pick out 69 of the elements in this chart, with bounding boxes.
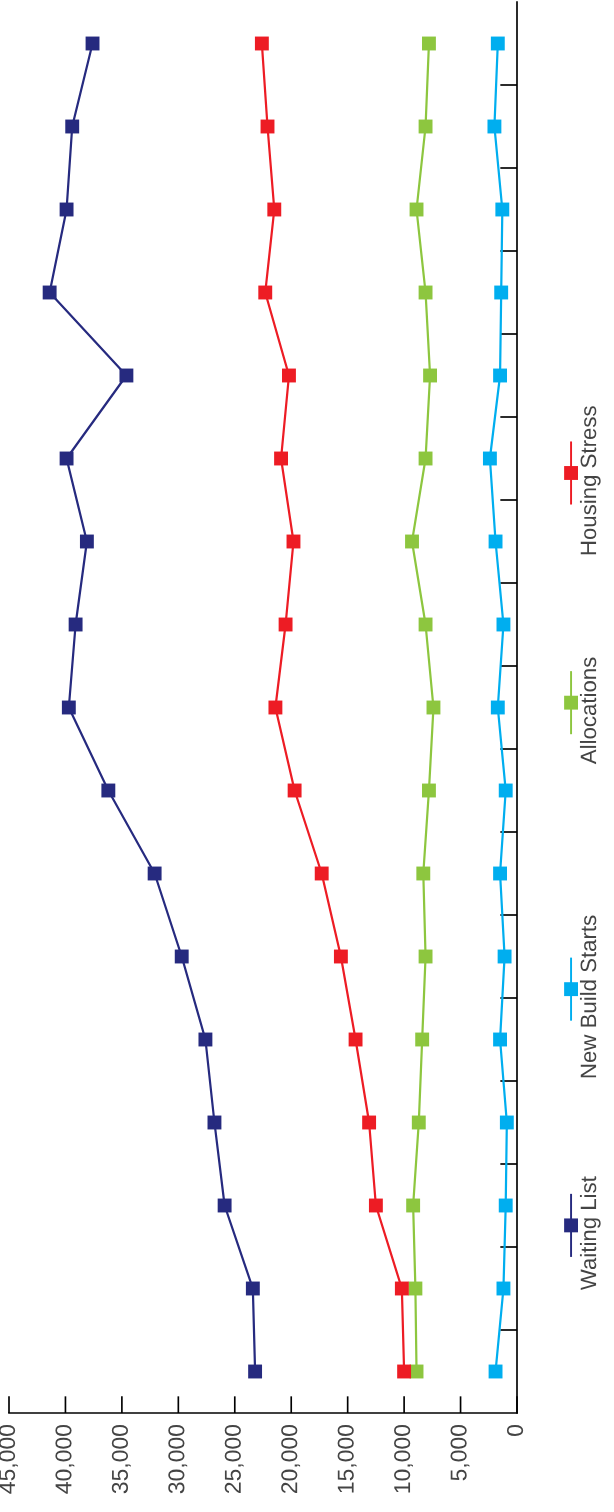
point: [498, 1198, 513, 1213]
point: [61, 700, 76, 715]
point: [198, 1032, 213, 1047]
point: [415, 1032, 430, 1047]
x-tick-label: 20,000: [281, 1425, 301, 1494]
point: [406, 1198, 421, 1213]
point: [348, 1032, 363, 1047]
point: [274, 451, 289, 466]
point: [59, 451, 74, 466]
point: [394, 1281, 409, 1296]
point: [42, 285, 57, 300]
point: [493, 1032, 508, 1047]
x-tick-label: 5,000: [450, 1425, 470, 1481]
x-tick-label: 25,000: [224, 1425, 244, 1494]
point: [147, 866, 162, 881]
point: [287, 783, 302, 798]
point: [282, 368, 296, 383]
point: [119, 368, 134, 383]
point: [494, 285, 509, 300]
point: [418, 285, 433, 300]
point: [68, 617, 83, 632]
point: [493, 866, 508, 881]
point: [278, 617, 293, 632]
x-tick-label: 40,000: [55, 1425, 75, 1494]
point: [497, 949, 512, 964]
point: [498, 783, 513, 798]
point: [418, 451, 433, 466]
point: [254, 36, 269, 51]
point: [314, 866, 329, 881]
point: [362, 1115, 377, 1130]
point: [411, 1115, 426, 1130]
point: [499, 1115, 514, 1130]
point: [333, 949, 348, 964]
x-tick-label: 30,000: [168, 1425, 188, 1494]
point: [397, 1364, 412, 1379]
point: [174, 949, 189, 964]
x-tick-label: 35,000: [111, 1425, 131, 1494]
point: [405, 534, 419, 549]
point: [423, 368, 438, 383]
point: [418, 949, 433, 964]
point: [79, 534, 94, 549]
legend-label: New Build Starts: [579, 915, 597, 1078]
point: [101, 783, 116, 798]
point: [267, 202, 282, 217]
x-tick-label: 0: [506, 1425, 524, 1436]
legend-label: Waiting List: [579, 1176, 601, 1291]
point: [245, 1281, 260, 1296]
point: [258, 285, 273, 300]
point: [248, 1364, 263, 1379]
point: [490, 36, 505, 51]
point: [268, 700, 283, 715]
point: [493, 368, 508, 383]
point: [418, 617, 433, 632]
point: [65, 119, 80, 134]
point: [418, 119, 433, 134]
x-tick-label: 15,000: [337, 1425, 357, 1493]
point: [422, 36, 436, 51]
point: [487, 119, 502, 134]
point: [495, 202, 510, 217]
x-tick-label: 10,000: [394, 1425, 413, 1493]
legend-label: Allocations: [579, 657, 597, 765]
legend-label: Housing Stress: [579, 406, 601, 555]
point: [368, 1198, 383, 1213]
point: [416, 866, 431, 881]
point: [422, 783, 436, 798]
point: [482, 451, 497, 466]
point: [217, 1198, 232, 1213]
point: [490, 700, 505, 715]
point: [59, 202, 74, 217]
